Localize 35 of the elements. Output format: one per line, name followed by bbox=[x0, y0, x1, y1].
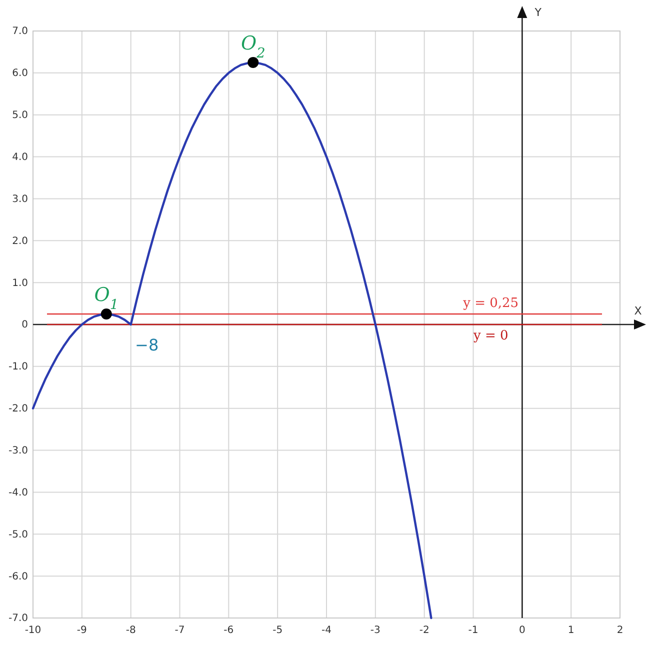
x-tick-label: -5 bbox=[272, 625, 283, 636]
y-tick-label: -7.0 bbox=[8, 613, 28, 624]
y-tick-label: 2.0 bbox=[12, 236, 28, 247]
y-tick-label: 5.0 bbox=[12, 110, 28, 122]
y-tick-label: 6.0 bbox=[12, 68, 28, 80]
y-tick-label: -1.0 bbox=[8, 362, 28, 373]
y-tick-label: 0 bbox=[22, 320, 28, 331]
y-tick-label: 4.0 bbox=[12, 152, 28, 163]
y-tick-label: -5.0 bbox=[8, 529, 28, 540]
y-axis-title: Y bbox=[534, 6, 542, 19]
ref-line-label: y = 0,25 bbox=[462, 296, 519, 312]
y-tick-label: 7.0 bbox=[12, 26, 28, 38]
x-tick-label: -1 bbox=[468, 625, 478, 636]
y-tick-label: -6.0 bbox=[8, 571, 28, 582]
y-tick-label: 3.0 bbox=[12, 194, 28, 205]
x-tick-label: -9 bbox=[76, 625, 87, 636]
x-tick-label: -6 bbox=[224, 625, 234, 636]
y-tick-label: -2.0 bbox=[8, 404, 28, 415]
x-tick-label: 2 bbox=[616, 625, 624, 636]
x-tick-label: -3 bbox=[370, 625, 380, 636]
x-axis-title: X bbox=[634, 304, 642, 318]
x-tick-label: -2 bbox=[419, 625, 430, 636]
annotation: O$_{1}$ bbox=[94, 284, 119, 314]
annotation: O$_{2}$ bbox=[240, 32, 266, 62]
y-tick-label: 1.0 bbox=[12, 278, 28, 289]
y-tick-label: -4.0 bbox=[8, 487, 28, 498]
x-tick-label: 1 bbox=[568, 625, 574, 636]
x-tick-label: -4 bbox=[322, 625, 332, 636]
y-tick-label: -3.0 bbox=[8, 445, 28, 456]
ref-line-label: y = 0 bbox=[472, 328, 508, 344]
x-tick-label: -8 bbox=[126, 625, 136, 636]
x-tick-label: 0 bbox=[518, 625, 526, 636]
x-tick-label: -10 bbox=[24, 625, 42, 636]
x-tick-label: -7 bbox=[174, 625, 185, 636]
annotation: −8 bbox=[135, 336, 159, 354]
